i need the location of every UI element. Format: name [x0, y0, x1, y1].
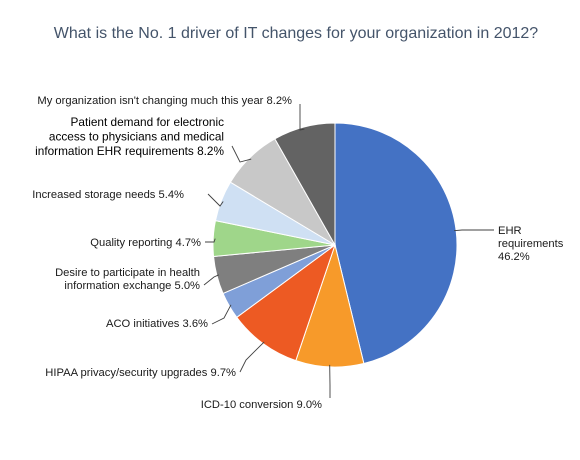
slice-label-line: My organization isn't changing much this…	[37, 95, 292, 107]
slice-label-line: EHR	[498, 225, 522, 237]
pie-slice	[274, 122, 336, 247]
slice-label: Patient demand for electronic access to p…	[35, 115, 224, 158]
leader-line	[231, 145, 252, 163]
slice-label: My organization isn't changing much this…	[37, 95, 292, 107]
slice-label: EHR requirements 46.2%	[498, 225, 564, 263]
leader-lines	[203, 104, 494, 398]
leader-line	[454, 229, 494, 232]
leader-line	[299, 104, 305, 131]
leader-line	[205, 238, 216, 243]
slice-labels: EHR requirements 46.2% ICD-10 conversion 9.…	[32, 95, 563, 411]
slice-label-line: information exchange 5.0%	[64, 280, 200, 292]
slice-label-line: Desire to participate in health	[55, 267, 200, 279]
slice-label-line: Patient demand for electronic	[71, 115, 225, 129]
slice-label-line: ACO initiatives 3.6%	[106, 318, 208, 330]
slice-label-line: Quality reporting 4.7%	[90, 237, 201, 249]
slice-label-line: HIPAA privacy/security upgrades 9.7%	[45, 367, 236, 379]
chart-title: What is the No. 1 driver of IT changes f…	[54, 25, 539, 42]
leader-line	[211, 304, 232, 325]
pie-slices	[212, 122, 458, 368]
slice-label-line: 46.2%	[498, 251, 530, 263]
leader-line	[203, 274, 219, 286]
slice-label: ICD-10 conversion 9.0%	[201, 399, 322, 411]
leader-line	[207, 193, 224, 207]
slice-label: HIPAA privacy/security upgrades 9.7%	[45, 367, 236, 379]
slice-label: Desire to participate in health informati…	[55, 267, 200, 292]
slice-label: Increased storage needs 5.4%	[32, 189, 184, 201]
leader-line	[239, 341, 265, 373]
slice-label: Quality reporting 4.7%	[90, 237, 201, 249]
slice-label-line: requirements	[498, 238, 564, 250]
slice-label: ACO initiatives 3.6%	[106, 318, 208, 330]
slice-label-line: Increased storage needs 5.4%	[32, 189, 184, 201]
slice-label-line: information EHR requirements 8.2%	[35, 144, 224, 158]
slice-label-line: access to physicians and medical	[49, 130, 224, 144]
slice-label-line: ICD-10 conversion 9.0%	[201, 399, 322, 411]
